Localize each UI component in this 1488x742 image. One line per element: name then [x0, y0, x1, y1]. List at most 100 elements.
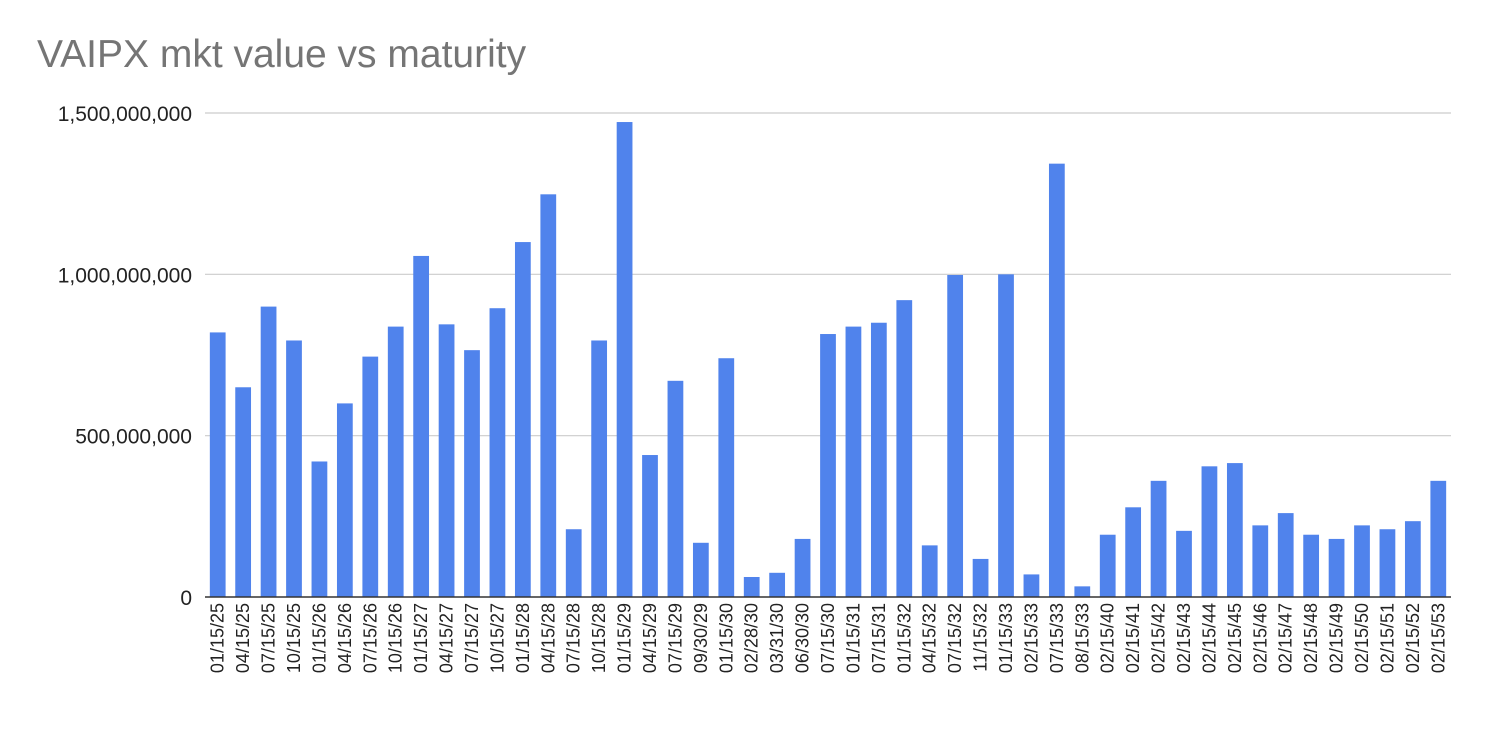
bar: [1074, 586, 1091, 597]
x-tick-label: 07/15/32: [945, 603, 965, 673]
x-tick-label: 11/15/32: [971, 603, 991, 672]
bar: [820, 334, 836, 597]
x-tick-label: 10/15/27: [487, 603, 507, 673]
x-tick-label: 08/15/33: [1072, 603, 1092, 673]
bar: [1328, 538, 1345, 597]
x-tick-label: 02/15/52: [1403, 603, 1423, 673]
x-tick-label: 02/15/43: [1174, 603, 1194, 673]
x-tick-label: 02/15/53: [1428, 603, 1448, 673]
bar: [387, 326, 404, 597]
bar: [1023, 574, 1040, 597]
bar: [642, 455, 658, 597]
bar: [1099, 534, 1116, 597]
bar: [1048, 163, 1065, 597]
x-tick-label: 07/15/28: [564, 603, 584, 673]
bar: [1201, 466, 1218, 597]
bar: [1125, 507, 1142, 597]
x-tick-label: 07/15/26: [360, 603, 380, 673]
x-tick-label: 07/15/33: [1047, 603, 1067, 673]
x-tick-label: 03/31/30: [767, 603, 787, 673]
x-tick-label: 04/15/27: [437, 603, 457, 673]
bar: [311, 461, 328, 597]
x-tick-label: 01/15/28: [513, 603, 533, 673]
x-tick-label: 01/15/25: [208, 603, 228, 673]
x-tick-label: 09/30/29: [691, 603, 711, 673]
x-tick-label: 02/15/45: [1225, 603, 1245, 673]
x-tick-label: 02/15/46: [1250, 603, 1270, 673]
bar: [1226, 463, 1243, 597]
x-tick-label: 01/15/33: [996, 603, 1016, 673]
bar: [616, 122, 633, 597]
x-tick-label: 04/15/26: [335, 603, 355, 673]
x-tick-label: 07/15/31: [869, 603, 889, 673]
bar: [362, 356, 379, 597]
x-tick-label: 07/15/30: [818, 603, 838, 673]
x-tick-label: 10/15/25: [284, 603, 304, 673]
bar: [896, 300, 913, 597]
bar: [514, 242, 531, 598]
x-tick-label: 02/15/41: [1123, 603, 1143, 673]
x-tick-label: 01/15/32: [894, 603, 914, 673]
bar: [565, 529, 582, 597]
bar: [413, 255, 430, 597]
y-tick-label: 1,500,000,000: [58, 103, 192, 126]
bar: [464, 350, 480, 597]
bar: [743, 576, 760, 597]
bar: [718, 358, 735, 597]
bar: [1430, 480, 1447, 597]
bar: [1150, 480, 1167, 597]
bar: [1354, 525, 1370, 597]
x-tick-label: 02/15/49: [1327, 603, 1347, 673]
x-tick-label: 02/15/44: [1199, 603, 1219, 673]
x-tick-label: 04/15/25: [233, 603, 253, 673]
bar: [1303, 534, 1320, 597]
y-tick-label: 0: [180, 587, 192, 610]
x-tick-label: 10/15/26: [386, 603, 406, 673]
x-tick-label: 10/15/28: [589, 603, 609, 673]
bar: [209, 332, 226, 597]
x-tick-label: 02/15/50: [1352, 603, 1372, 673]
bar: [489, 308, 506, 597]
x-tick-label: 02/15/51: [1377, 603, 1397, 673]
bar: [921, 545, 938, 597]
x-tick-label: 06/30/30: [793, 603, 813, 673]
x-tick-label: 02/15/33: [1021, 603, 1041, 673]
bar: [845, 326, 862, 597]
x-tick-label: 02/15/42: [1149, 603, 1169, 673]
x-tick-label: 01/15/30: [716, 603, 736, 673]
bar: [794, 538, 811, 597]
bar: [235, 387, 252, 597]
x-tick-label: 04/15/28: [538, 603, 558, 673]
x-tick-label: 02/15/40: [1098, 603, 1118, 673]
x-tick-label: 04/15/29: [640, 603, 660, 673]
x-tick-label: 02/28/30: [742, 603, 762, 673]
x-tick-label: 07/15/29: [665, 603, 685, 673]
bar: [1277, 513, 1294, 597]
x-tick-label: 01/15/31: [843, 603, 863, 673]
bar: [769, 572, 786, 597]
bar: [336, 403, 353, 597]
bar: [870, 322, 887, 597]
y-tick-label: 500,000,000: [75, 426, 192, 449]
x-tick-label: 07/15/25: [259, 603, 279, 673]
chart-title: VAIPX mkt value vs maturity: [37, 33, 527, 76]
bar: [972, 558, 989, 597]
bar: [998, 274, 1014, 597]
bar: [692, 542, 709, 597]
x-tick-label: 02/15/48: [1301, 603, 1321, 673]
bar: [1252, 525, 1269, 597]
bar: [438, 324, 455, 597]
y-tick-label: 1,000,000,000: [58, 264, 192, 287]
bar: [540, 194, 557, 597]
bar: [947, 274, 964, 597]
bar: [1404, 521, 1421, 597]
bar: [667, 380, 684, 597]
x-tick-label: 01/15/26: [309, 603, 329, 673]
bar: [260, 306, 277, 597]
x-tick-label: 04/15/32: [920, 603, 940, 673]
x-tick-label: 02/15/47: [1276, 603, 1296, 673]
bar: [591, 340, 608, 597]
x-tick-label: 01/15/29: [615, 603, 635, 673]
bar: [1176, 530, 1192, 597]
